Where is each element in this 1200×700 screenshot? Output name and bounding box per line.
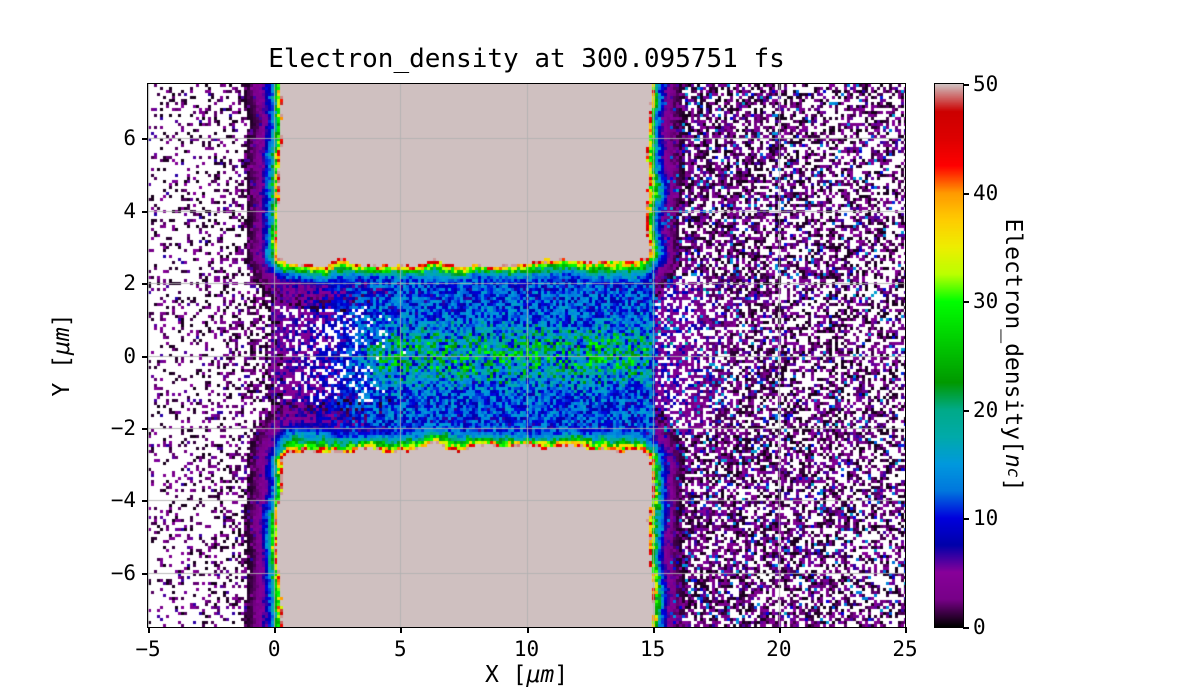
x-tick-label: 20 (766, 637, 792, 661)
colorbar-tick-mark (963, 518, 969, 521)
x-tick-mark (400, 627, 403, 633)
y-axis-label-post: ] (49, 313, 75, 328)
colorbar-tick-mark (963, 192, 969, 195)
colorbar-tick-label: 50 (973, 72, 999, 96)
y-axis-label-pre: Y [ (49, 355, 75, 397)
y-axis-label-unit: μm (49, 327, 75, 356)
x-tick-mark (652, 627, 655, 633)
colorbar-tick-mark (963, 301, 969, 304)
colorbar-tick-label: 20 (973, 397, 999, 422)
y-tick-mark (142, 138, 148, 141)
x-tick-mark (905, 627, 907, 633)
x-tick-label: 25 (892, 637, 918, 661)
y-tick-mark (142, 283, 148, 286)
x-tick-label: 0 (267, 637, 281, 661)
colorbar-tick-label: 0 (973, 615, 986, 639)
x-tick-label: 15 (640, 637, 666, 661)
colorbar-gradient (934, 83, 964, 628)
x-tick-mark (526, 627, 529, 633)
y-tick-label: 4 (123, 198, 136, 223)
colorbar-label-pre: Electron_density[ (1000, 218, 1026, 454)
y-tick-label: −4 (110, 488, 136, 513)
colorbar-tick-label: 40 (973, 180, 999, 205)
colorbar-tick-mark (963, 84, 969, 86)
colorbar-label-post: ] (1000, 477, 1026, 492)
y-tick-label: 0 (123, 343, 136, 368)
colorbar-label: Electron_density[nc] (1000, 218, 1026, 491)
colorbar-label-symbol: n (1000, 453, 1026, 468)
colorbar-label-subscript: c (1004, 467, 1023, 478)
colorbar-tick-mark (963, 627, 969, 629)
y-tick-mark (142, 210, 148, 213)
x-tick-mark (148, 627, 150, 633)
x-tick-label: −5 (135, 637, 161, 661)
colorbar-tick-label: 10 (973, 506, 999, 531)
x-axis-label-unit: μm (526, 662, 555, 688)
y-tick-label: −2 (110, 415, 136, 440)
y-tick-label: 6 (123, 126, 136, 151)
x-tick-label: 10 (513, 637, 540, 661)
heatmap-canvas (147, 83, 906, 628)
colorbar-tick-mark (963, 409, 969, 412)
chart-title: Electron_density at 300.095751 fs (268, 44, 785, 74)
y-tick-mark (142, 427, 148, 430)
y-tick-label: 2 (123, 271, 136, 296)
colorbar-tick-label: 30 (973, 289, 999, 314)
y-tick-mark (142, 500, 148, 503)
x-tick-mark (778, 627, 781, 633)
y-tick-label: −6 (110, 560, 136, 585)
y-tick-mark (142, 572, 148, 575)
x-axis-label-pre: X [ (484, 662, 527, 688)
y-tick-mark (142, 355, 148, 358)
y-axis-label: Y [μm] (49, 313, 75, 396)
x-axis-label: X [μm] (148, 662, 905, 688)
x-tick-mark (274, 627, 277, 633)
x-tick-label: 5 (394, 637, 407, 661)
x-axis-label-post: ] (554, 662, 569, 688)
